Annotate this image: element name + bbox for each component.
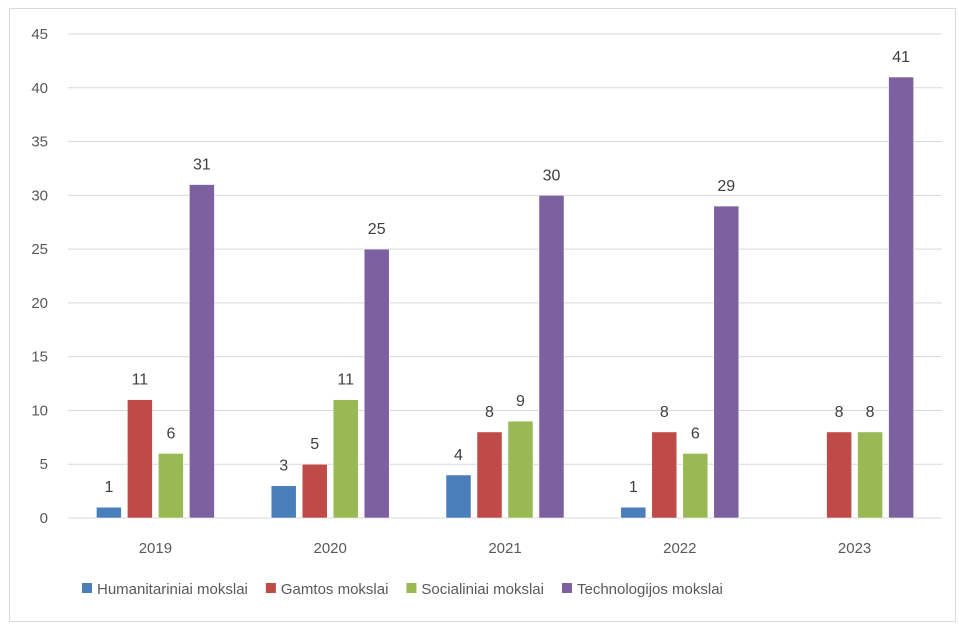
bar: [713, 205, 740, 519]
bars: [96, 76, 914, 519]
data-label: 8: [866, 404, 875, 421]
bar: [826, 431, 852, 519]
bar: [857, 431, 883, 519]
bar: [363, 248, 390, 519]
legend-swatch: [561, 583, 572, 593]
y-tick-label: 35: [31, 134, 48, 151]
data-label: 8: [485, 404, 494, 421]
data-label: 25: [368, 221, 386, 238]
bar: [620, 506, 647, 519]
legend-label: Gamtos mokslai: [281, 581, 389, 598]
y-tick-label: 25: [31, 241, 48, 258]
bar: [538, 195, 565, 519]
data-label: 4: [454, 447, 463, 464]
data-label: 6: [691, 425, 700, 442]
legend-label: Technologijos mokslai: [577, 581, 723, 598]
data-label: 30: [543, 167, 561, 184]
bar: [507, 420, 534, 519]
y-tick-label: 10: [31, 402, 48, 419]
legend-swatch: [82, 583, 92, 593]
legend-label: Socialiniai mokslai: [421, 581, 544, 598]
data-label: 5: [310, 436, 319, 453]
bar: [158, 453, 184, 519]
y-tick-label: 15: [31, 349, 48, 366]
data-label: 11: [132, 372, 149, 389]
data-label: 11: [337, 372, 354, 389]
data-label: 29: [717, 178, 735, 195]
x-tick-label: 2021: [488, 540, 521, 557]
x-tick-label: 2022: [663, 540, 696, 557]
x-axis: 2019 2020 2021 2022 2023: [139, 540, 872, 557]
data-label: 41: [892, 49, 910, 66]
legend-swatch: [406, 583, 417, 593]
legend-swatch: [265, 583, 276, 593]
bar: [651, 431, 678, 519]
y-tick-label: 5: [40, 456, 48, 473]
y-tick-label: 0: [40, 510, 48, 527]
data-label: 9: [516, 393, 525, 410]
chart-frame: [9, 8, 956, 622]
y-tick-label: 40: [31, 80, 48, 97]
data-label: 1: [629, 479, 638, 496]
y-tick-label: 20: [31, 295, 48, 312]
data-label: 6: [166, 425, 175, 442]
bar: [682, 453, 709, 519]
x-tick-label: 2019: [139, 540, 172, 557]
data-label: 31: [193, 157, 211, 174]
bar: [189, 184, 215, 519]
bar: [445, 474, 472, 519]
data-label: 8: [835, 404, 844, 421]
legend-label: Humanitariniai mokslai: [97, 581, 248, 598]
data-label: 3: [279, 458, 288, 475]
bar: [96, 506, 122, 519]
bar: [127, 399, 153, 519]
y-tick-label: 45: [31, 26, 48, 43]
bar: [888, 76, 914, 519]
bar: [301, 463, 328, 519]
y-tick-label: 30: [31, 187, 48, 204]
data-label: 8: [660, 404, 669, 421]
data-label: 1: [104, 479, 113, 496]
legend: Humanitariniai mokslai Gamtos mokslai Soci…: [82, 581, 723, 598]
bar: [332, 399, 359, 519]
bar: [476, 431, 503, 519]
x-tick-label: 2020: [314, 540, 347, 557]
bar: [270, 485, 297, 519]
x-tick-label: 2023: [838, 540, 871, 557]
